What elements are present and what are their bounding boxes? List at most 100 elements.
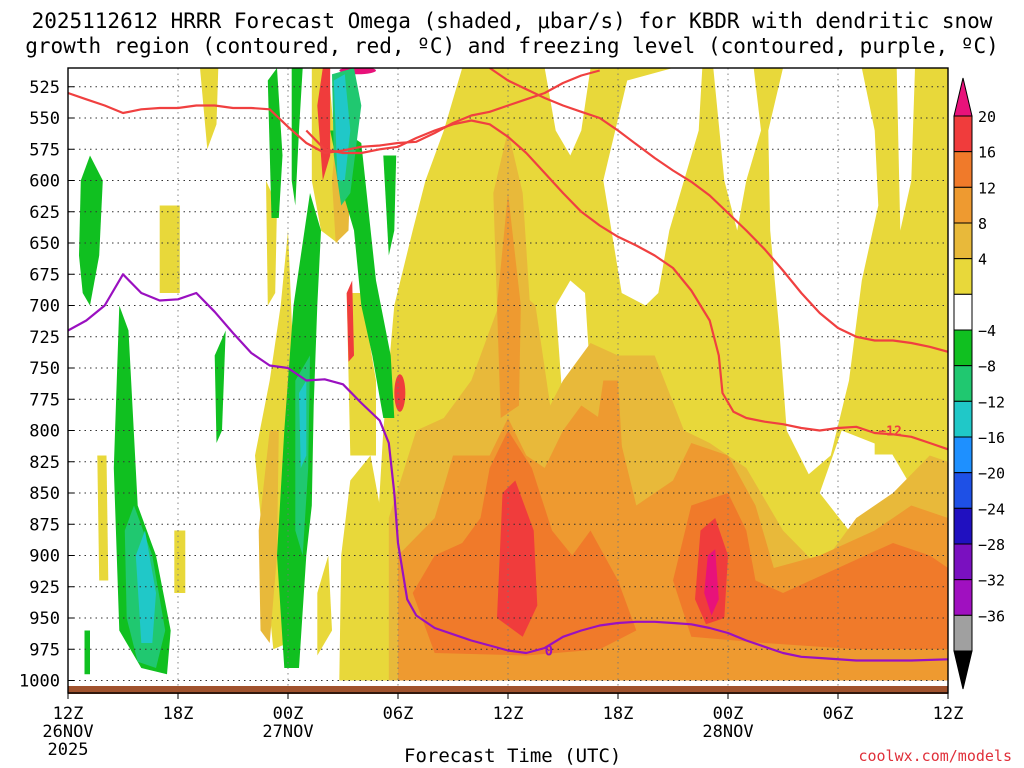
shade-negative-8-g xyxy=(330,130,395,418)
y-tick-label: 625 xyxy=(29,203,60,223)
x-tick-label: 06Z xyxy=(823,704,854,724)
shade-neutral-hole-4 xyxy=(768,68,879,475)
grid-lines xyxy=(68,68,948,693)
colorbar-label: 4 xyxy=(978,251,987,269)
colorbar-segment xyxy=(953,151,973,188)
shade-positive-20-core-a xyxy=(497,480,538,637)
y-tick-label: 775 xyxy=(29,390,60,410)
colorbar-segment xyxy=(953,614,973,652)
contour--12c-right xyxy=(489,68,948,353)
shade-positive-4-left-j xyxy=(317,555,332,656)
shade-negative-8-a xyxy=(79,155,103,306)
y-axis: 525 550 575 600 625 650 675 700 725 750 775 800 825 8… xyxy=(19,78,74,692)
shade-neutral-hole-1 xyxy=(544,68,591,156)
x-tick-label: 06Z xyxy=(383,704,414,724)
y-tick-label: 575 xyxy=(29,140,60,160)
colorbar-label: 8 xyxy=(978,215,987,233)
shade-positive-20-small xyxy=(394,374,406,412)
x-tick-label: 12Z xyxy=(933,704,964,724)
colorbar-segment xyxy=(953,222,973,260)
colorbar-label: −24 xyxy=(978,500,1005,518)
shade-neutral-hole-2 xyxy=(603,68,703,306)
x-tick-label: 00Z xyxy=(273,704,304,724)
y-tick-label: 600 xyxy=(29,172,60,192)
colorbar-label: −20 xyxy=(978,465,1005,483)
colorbar-segment xyxy=(953,472,973,509)
x-tick-label: 12Z xyxy=(493,704,524,724)
shade-negative-8-e xyxy=(291,68,303,206)
colorbar-segment xyxy=(953,365,973,402)
contour--12c-middle xyxy=(305,119,948,451)
shade-negative-8-d xyxy=(267,68,283,218)
y-tick-label: 525 xyxy=(29,78,60,98)
colorbar-label: 16 xyxy=(978,144,996,162)
y-tick-label: 875 xyxy=(29,515,60,535)
chart-title-line-2: growth region (contoured, red, ºC) and f… xyxy=(25,34,999,58)
colorbar-segment xyxy=(953,543,973,581)
colorbar-bottom-arrow xyxy=(953,650,973,690)
colorbar-label: −8 xyxy=(978,358,996,376)
colorbar-segment xyxy=(953,436,973,474)
colorbar: 20 16 12 8 4 −4 −8 −12 −16 −20 −24 −28 −32 −36 xyxy=(953,77,1005,690)
x-tick-label: 00Z xyxy=(713,704,744,724)
y-tick-label: 975 xyxy=(29,640,60,660)
y-tick-label: 800 xyxy=(29,422,60,442)
credit-text: coolwx.com/models xyxy=(858,747,1012,765)
colorbar-segment xyxy=(953,329,973,367)
shade-negative-16-c xyxy=(299,380,307,468)
shade-neutral-hole-3 xyxy=(713,68,761,231)
contour-freezing-level xyxy=(68,273,948,662)
colorbar-label: 12 xyxy=(978,179,996,197)
colorbar-segment xyxy=(953,293,973,331)
shade-positive-12-column xyxy=(592,380,626,531)
x-tick-date: 28NOV xyxy=(702,722,753,742)
y-tick-label: 950 xyxy=(29,609,60,629)
x-tick-year: 2025 xyxy=(48,740,89,760)
colorbar-segment xyxy=(953,258,973,295)
y-tick-label: 1000 xyxy=(19,672,60,692)
colorbar-segment xyxy=(953,400,973,438)
shade-positive-8-left xyxy=(258,430,279,643)
y-tick-label: 925 xyxy=(29,578,60,598)
shade-negative-8-i xyxy=(84,630,90,675)
x-tick-date: 27NOV xyxy=(262,722,313,742)
y-tick-label: 750 xyxy=(29,359,60,379)
y-tick-label: 700 xyxy=(29,297,60,317)
shade-negative-8-c xyxy=(214,330,226,443)
colorbar-label: −12 xyxy=(978,393,1005,411)
temperature-contours: 0 −12 xyxy=(68,68,948,662)
x-tick-date: 26NOV xyxy=(42,722,93,742)
contour-label-freezing: 0 xyxy=(545,644,553,660)
omega-shading xyxy=(79,68,948,681)
colorbar-segment xyxy=(953,115,973,153)
colorbar-label: −28 xyxy=(978,536,1005,554)
x-axis-title: Forecast Time (UTC) xyxy=(404,745,622,767)
y-tick-label: 725 xyxy=(29,328,60,348)
colorbar-segment xyxy=(953,579,973,616)
y-tick-label: 900 xyxy=(29,547,60,567)
shade-positive-20-thin xyxy=(346,280,354,362)
terrain-band xyxy=(68,686,948,694)
y-tick-label: 675 xyxy=(29,265,60,285)
colorbar-segment xyxy=(953,186,973,224)
shade-positive-4-left-f xyxy=(97,455,109,581)
shade-neutral-hole-6 xyxy=(896,68,915,231)
y-tick-label: 550 xyxy=(29,109,60,129)
shade-positive-4-left-b xyxy=(200,68,219,150)
shade-positive-4-left-g xyxy=(174,530,186,593)
shade-positive-24-core-a xyxy=(704,549,719,616)
x-tick-label: 12Z xyxy=(53,704,84,724)
x-tick-label: 18Z xyxy=(163,704,194,724)
contour-label-bg xyxy=(874,440,905,455)
colorbar-label: −4 xyxy=(978,322,996,340)
x-tick-label: 18Z xyxy=(603,704,634,724)
shade-positive-4-left-d xyxy=(159,205,180,293)
colorbar-label: −16 xyxy=(978,429,1005,447)
colorbar-top-arrow xyxy=(953,77,973,117)
shade-positive-4-left-h xyxy=(346,293,376,456)
colorbar-label: 20 xyxy=(978,108,996,126)
colorbar-label: −32 xyxy=(978,572,1005,590)
chart-title-line-1: 2025112612 HRRR Forecast Omega (shaded, … xyxy=(31,9,993,33)
